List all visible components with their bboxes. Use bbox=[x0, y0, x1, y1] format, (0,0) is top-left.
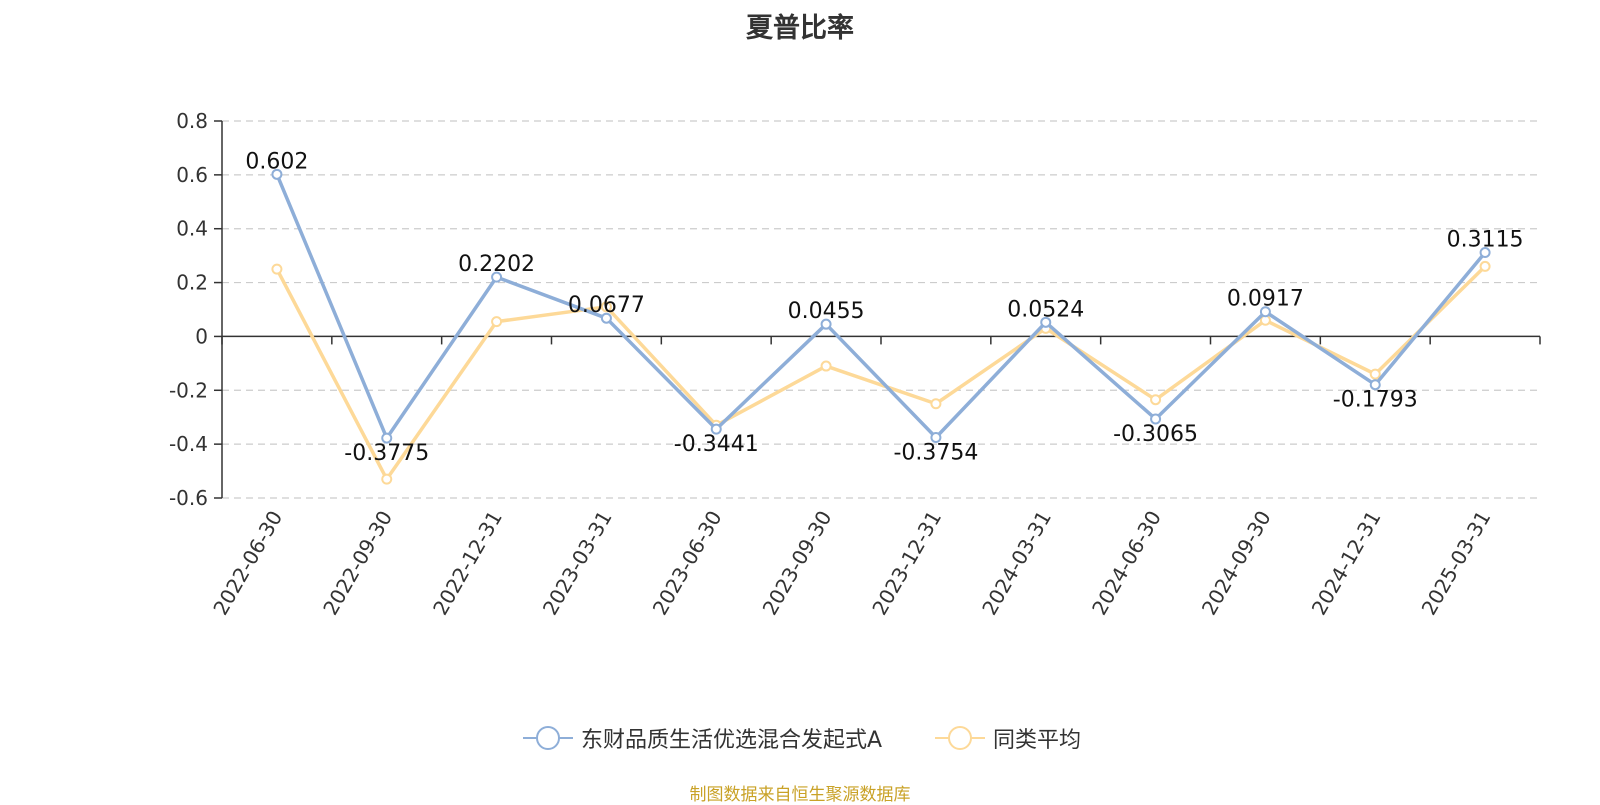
y-tick-label: 0.2 bbox=[176, 271, 208, 295]
x-tick-label: 2024-06-30 bbox=[1087, 507, 1166, 620]
y-tick-label: 0.8 bbox=[176, 109, 208, 133]
data-label: -0.3441 bbox=[674, 432, 759, 457]
data-point-1 bbox=[271, 263, 283, 275]
data-point-0 bbox=[930, 432, 942, 444]
data-point-1 bbox=[1369, 368, 1381, 380]
y-tick-label: -0.4 bbox=[169, 432, 208, 456]
y-tick-label: -0.2 bbox=[169, 378, 208, 402]
series-line-0 bbox=[275, 173, 1487, 440]
data-point-1 bbox=[381, 473, 393, 485]
x-tick-label: 2023-06-30 bbox=[648, 507, 727, 620]
x-tick-label: 2024-12-31 bbox=[1307, 507, 1386, 620]
x-tick-label: 2022-09-30 bbox=[318, 507, 397, 620]
data-point-0 bbox=[381, 432, 393, 444]
legend-item-peer-average[interactable]: 同类平均 bbox=[935, 722, 1081, 754]
y-tick-label: 0.4 bbox=[176, 217, 208, 241]
data-point-0 bbox=[271, 168, 283, 180]
legend-marker-peer-average-icon bbox=[935, 726, 985, 750]
x-tick-label: 2023-03-31 bbox=[538, 507, 617, 620]
data-point-0 bbox=[1479, 247, 1491, 259]
y-tick-label: 0 bbox=[195, 324, 208, 348]
legend-item-fund[interactable]: 东财品质生活优选混合发起式A bbox=[523, 722, 882, 754]
data-label: -0.3775 bbox=[344, 441, 429, 466]
legend-label-peer-average: 同类平均 bbox=[993, 728, 1082, 753]
series-line-1 bbox=[275, 265, 1487, 481]
y-tick-label: -0.6 bbox=[169, 486, 208, 510]
data-point-0 bbox=[491, 271, 503, 283]
data-point-1 bbox=[1479, 260, 1491, 272]
x-tick-label: 2022-12-31 bbox=[428, 507, 507, 620]
data-label: -0.1793 bbox=[1333, 388, 1418, 413]
data-point-1 bbox=[600, 301, 612, 313]
x-tick-label: 2023-09-30 bbox=[758, 507, 837, 620]
data-point-0 bbox=[600, 312, 612, 324]
data-label: 0.3115 bbox=[1447, 228, 1524, 253]
y-tick-label: 0.6 bbox=[176, 163, 208, 187]
data-label: -0.3065 bbox=[1113, 422, 1198, 447]
data-point-1 bbox=[930, 398, 942, 410]
chart-legend: 东财品质生活优选混合发起式A 同类平均 bbox=[0, 722, 1600, 754]
x-tick-label: 2022-06-30 bbox=[208, 507, 287, 620]
data-label: 0.0677 bbox=[568, 293, 645, 318]
data-label: 0.602 bbox=[245, 149, 308, 174]
data-label: -0.3754 bbox=[893, 441, 978, 466]
data-point-1 bbox=[1150, 394, 1162, 406]
x-tick-label: 2025-03-31 bbox=[1417, 507, 1496, 620]
data-point-1 bbox=[491, 316, 503, 328]
data-label: 0.0524 bbox=[1007, 297, 1084, 322]
x-tick-label: 2023-12-31 bbox=[867, 507, 946, 620]
chart-title: 夏普比率 bbox=[746, 13, 854, 44]
data-label: 0.0917 bbox=[1227, 287, 1304, 312]
x-tick-label: 2024-03-31 bbox=[977, 507, 1056, 620]
data-label: 0.2202 bbox=[458, 252, 535, 277]
legend-marker-fund-icon bbox=[523, 726, 573, 750]
data-point-0 bbox=[1369, 379, 1381, 391]
legend-label-fund: 东财品质生活优选混合发起式A bbox=[581, 728, 883, 753]
data-point-0 bbox=[820, 318, 832, 330]
data-point-0 bbox=[1150, 413, 1162, 425]
data-source-note: 制图数据来自恒生聚源数据库 bbox=[689, 785, 911, 805]
data-point-0 bbox=[1259, 306, 1271, 318]
data-point-0 bbox=[1040, 316, 1052, 328]
x-tick-label: 2024-09-30 bbox=[1197, 507, 1276, 620]
data-point-1 bbox=[820, 360, 832, 372]
data-label: 0.0455 bbox=[788, 299, 865, 324]
data-point-0 bbox=[710, 423, 722, 435]
